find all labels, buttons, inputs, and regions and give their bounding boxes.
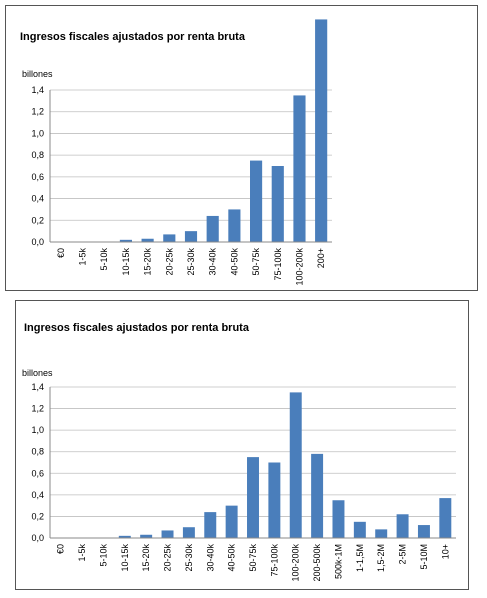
x-tick-label: 50-75k xyxy=(251,248,261,276)
bar xyxy=(206,215,219,242)
bar xyxy=(161,530,174,538)
x-tick-label: 50-75k xyxy=(248,544,258,572)
bar xyxy=(289,392,302,538)
bar xyxy=(293,95,306,242)
bar xyxy=(204,512,217,538)
bar xyxy=(417,525,430,538)
bar xyxy=(375,529,388,538)
x-tick-label: 1-5k xyxy=(78,248,88,266)
bar xyxy=(140,534,153,538)
y-tick-label: 0,8 xyxy=(31,447,44,457)
x-tick-label: 10-15k xyxy=(121,248,131,276)
bar xyxy=(353,521,366,538)
x-tick-label: 1-5k xyxy=(77,544,87,562)
chart-title: Ingresos fiscales ajustados por renta br… xyxy=(24,322,250,334)
x-tick-label: 30-40k xyxy=(208,248,218,276)
bar xyxy=(271,166,284,242)
bar xyxy=(141,238,154,242)
x-tick-label: 5-10k xyxy=(99,248,109,271)
y-tick-label: 0,6 xyxy=(31,468,44,478)
y-tick-label: 1,4 xyxy=(31,382,44,392)
chart-frame xyxy=(5,5,478,291)
x-tick-label: 10+ xyxy=(440,544,450,559)
y-tick-label: 1,4 xyxy=(31,85,44,95)
x-tick-label: 40-50k xyxy=(229,248,239,276)
y-tick-label: 1,2 xyxy=(31,107,44,117)
bar xyxy=(396,514,409,538)
y-tick-label: 0,4 xyxy=(31,490,44,500)
x-tick-label: 2-5M xyxy=(398,544,408,565)
bar xyxy=(268,462,281,538)
x-tick-label: €0 xyxy=(56,544,66,554)
x-tick-label: 25-30k xyxy=(184,544,194,572)
bar xyxy=(315,19,328,242)
bar xyxy=(250,160,263,242)
bar xyxy=(163,234,176,242)
x-tick-label: 1,5-2M xyxy=(376,544,386,572)
bar xyxy=(439,498,452,538)
x-tick-label: 15-20k xyxy=(143,248,153,276)
x-tick-label: 200+ xyxy=(316,248,326,268)
bar xyxy=(182,527,195,538)
y-tick-label: 0,4 xyxy=(31,194,44,204)
y-tick-label: 0,2 xyxy=(31,511,44,521)
x-tick-label: 100-200k xyxy=(291,544,301,582)
x-tick-label: 500k-1M xyxy=(333,544,343,579)
chart-title: Ingresos fiscales ajustados por renta br… xyxy=(20,31,246,43)
chart-frame xyxy=(15,300,469,590)
x-tick-label: 20-25k xyxy=(163,544,173,572)
y-axis-label: billones xyxy=(22,69,53,79)
bar xyxy=(119,239,132,242)
x-tick-label: 40-50k xyxy=(227,544,237,572)
x-tick-label: 15-20k xyxy=(141,544,151,572)
x-tick-label: 5-10k xyxy=(98,544,108,567)
y-tick-label: 0,2 xyxy=(31,215,44,225)
y-tick-label: 1,0 xyxy=(31,128,44,138)
y-tick-label: 1,0 xyxy=(31,425,44,435)
bar xyxy=(228,209,241,242)
x-tick-label: 5-10M xyxy=(419,544,429,570)
x-tick-label: 1-1,5M xyxy=(355,544,365,572)
bar xyxy=(118,535,131,538)
x-tick-label: 75-100k xyxy=(273,248,283,281)
x-tick-label: 100-200k xyxy=(294,248,304,286)
y-tick-label: 0,0 xyxy=(31,533,44,543)
bar xyxy=(225,505,238,538)
y-axis-label: billones xyxy=(22,368,53,378)
x-tick-label: €0 xyxy=(56,248,66,258)
x-tick-label: 10-15k xyxy=(120,544,130,572)
bar xyxy=(332,500,345,538)
y-tick-label: 1,2 xyxy=(31,404,44,414)
y-tick-label: 0,6 xyxy=(31,172,44,182)
y-tick-label: 0,0 xyxy=(31,237,44,247)
bar xyxy=(247,457,259,538)
y-tick-label: 0,8 xyxy=(31,150,44,160)
x-tick-label: 75-100k xyxy=(269,544,279,577)
x-tick-label: 200-500k xyxy=(312,544,322,582)
bar xyxy=(311,453,324,538)
x-tick-label: 20-25k xyxy=(164,248,174,276)
x-tick-label: 30-40k xyxy=(205,544,215,572)
bar xyxy=(184,231,198,242)
x-tick-label: 25-30k xyxy=(186,248,196,276)
